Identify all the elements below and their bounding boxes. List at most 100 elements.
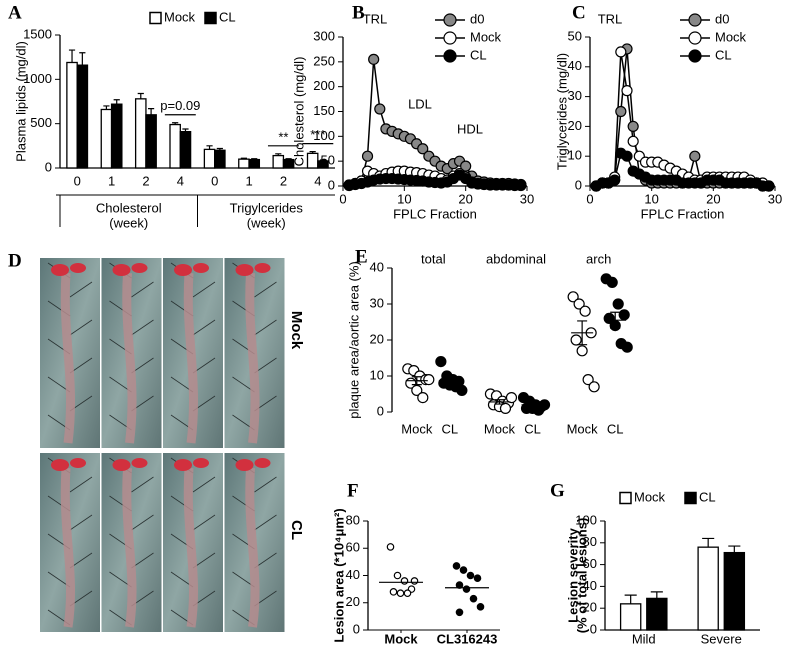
legend-label: CL xyxy=(219,9,236,24)
photo-lesion xyxy=(51,459,69,471)
bar xyxy=(66,61,78,169)
error-bar xyxy=(411,376,422,386)
photo-detail xyxy=(131,319,154,336)
point xyxy=(579,305,591,317)
x-tick-label: 10 xyxy=(644,191,658,206)
photo-vessel xyxy=(60,467,76,628)
bar xyxy=(169,123,181,169)
y-tick-label: 0 xyxy=(575,177,582,192)
bar xyxy=(646,597,668,631)
legend-label: CL xyxy=(715,47,732,62)
legend-marker xyxy=(688,49,702,63)
error-bar xyxy=(240,157,247,160)
y-tick-label: 50 xyxy=(568,28,582,43)
point xyxy=(473,574,482,583)
y-tick-label: 250 xyxy=(313,53,335,68)
x-tick-label: Mild xyxy=(632,631,656,646)
y-tick-label: 20 xyxy=(346,594,360,609)
point xyxy=(396,589,405,598)
photo-detail xyxy=(69,476,93,493)
photo-lesion xyxy=(112,264,131,276)
annotation: TRL xyxy=(363,11,388,26)
bar xyxy=(203,148,216,169)
panel-letter: B xyxy=(352,2,365,23)
legend-swatch xyxy=(204,11,217,25)
point xyxy=(603,312,615,324)
x-tick-label: 30 xyxy=(768,191,782,206)
photo-lesion xyxy=(174,459,192,471)
point xyxy=(627,120,639,133)
legend-marker xyxy=(443,13,457,27)
y-tick-label: 20 xyxy=(370,331,384,346)
point xyxy=(763,180,775,192)
y-tick-label: 20 xyxy=(568,118,582,133)
point xyxy=(361,150,374,162)
photo-lesion xyxy=(193,458,209,468)
x-axis-label: FPLC Fraction xyxy=(393,206,477,221)
x-tick-label: CL xyxy=(607,421,624,436)
error-bar xyxy=(702,537,715,548)
y-tick-label: 20 xyxy=(583,600,597,615)
bar xyxy=(145,114,157,169)
error-bar xyxy=(206,145,213,150)
point xyxy=(368,53,380,65)
x-tick-label: CL316243 xyxy=(437,631,498,646)
x-tick-label: Mock xyxy=(384,631,418,646)
x-tick-label: Mock xyxy=(401,421,433,436)
photo-vessel xyxy=(122,272,137,444)
point xyxy=(386,543,395,551)
point xyxy=(469,594,478,603)
y-tick-label: 1500 xyxy=(23,26,52,41)
point xyxy=(615,46,627,58)
y-tick-label: 30 xyxy=(568,88,582,103)
series-line xyxy=(595,48,769,187)
legend-label: CL xyxy=(470,47,487,62)
photo-vessel xyxy=(245,272,260,444)
photo-detail xyxy=(254,514,277,531)
row-label: CL xyxy=(288,520,305,540)
point xyxy=(609,174,621,186)
point xyxy=(689,150,701,162)
x-tick-label: 30 xyxy=(520,191,534,206)
photo-lesion xyxy=(131,263,148,273)
error-bar xyxy=(309,150,316,154)
x-tick-label: 2 xyxy=(280,173,287,188)
y-tick-label: 40 xyxy=(346,567,360,582)
error-bar xyxy=(494,399,505,405)
group-label: arch xyxy=(586,251,611,266)
point xyxy=(452,562,461,570)
legend-swatch xyxy=(619,491,632,505)
point xyxy=(410,577,419,585)
point xyxy=(417,392,429,404)
error-bar xyxy=(216,147,223,151)
point xyxy=(435,356,447,368)
y-tick-label: 10 xyxy=(370,367,384,382)
y-tick-label: 40 xyxy=(583,578,597,593)
photo-vessel xyxy=(183,467,199,628)
y-axis-label: (% of total lesions) xyxy=(574,518,589,634)
x-tick-label: CL xyxy=(442,421,459,436)
annotation: TRL xyxy=(598,11,623,26)
photo-detail xyxy=(254,319,277,336)
point xyxy=(612,298,624,310)
y-tick-label: 40 xyxy=(568,58,582,73)
x-axis-label: FPLC Fraction xyxy=(641,206,725,221)
annotation: p=0.09 xyxy=(160,98,200,113)
group-label: (week) xyxy=(109,215,148,230)
y-tick-label: 0 xyxy=(353,621,360,636)
photo-lesion xyxy=(254,263,271,273)
legend-label: d0 xyxy=(715,11,729,26)
photo-lesion xyxy=(235,264,254,276)
error-bar xyxy=(251,158,258,160)
annotation: ** xyxy=(278,129,288,144)
error-bar xyxy=(319,159,327,161)
point xyxy=(476,603,485,611)
y-tick-label: 40 xyxy=(370,259,384,274)
point xyxy=(393,571,402,580)
point xyxy=(588,381,600,393)
photo-lesion xyxy=(174,264,192,276)
photo-detail xyxy=(69,281,93,298)
x-tick-label: 0 xyxy=(74,173,81,188)
point xyxy=(582,374,594,386)
